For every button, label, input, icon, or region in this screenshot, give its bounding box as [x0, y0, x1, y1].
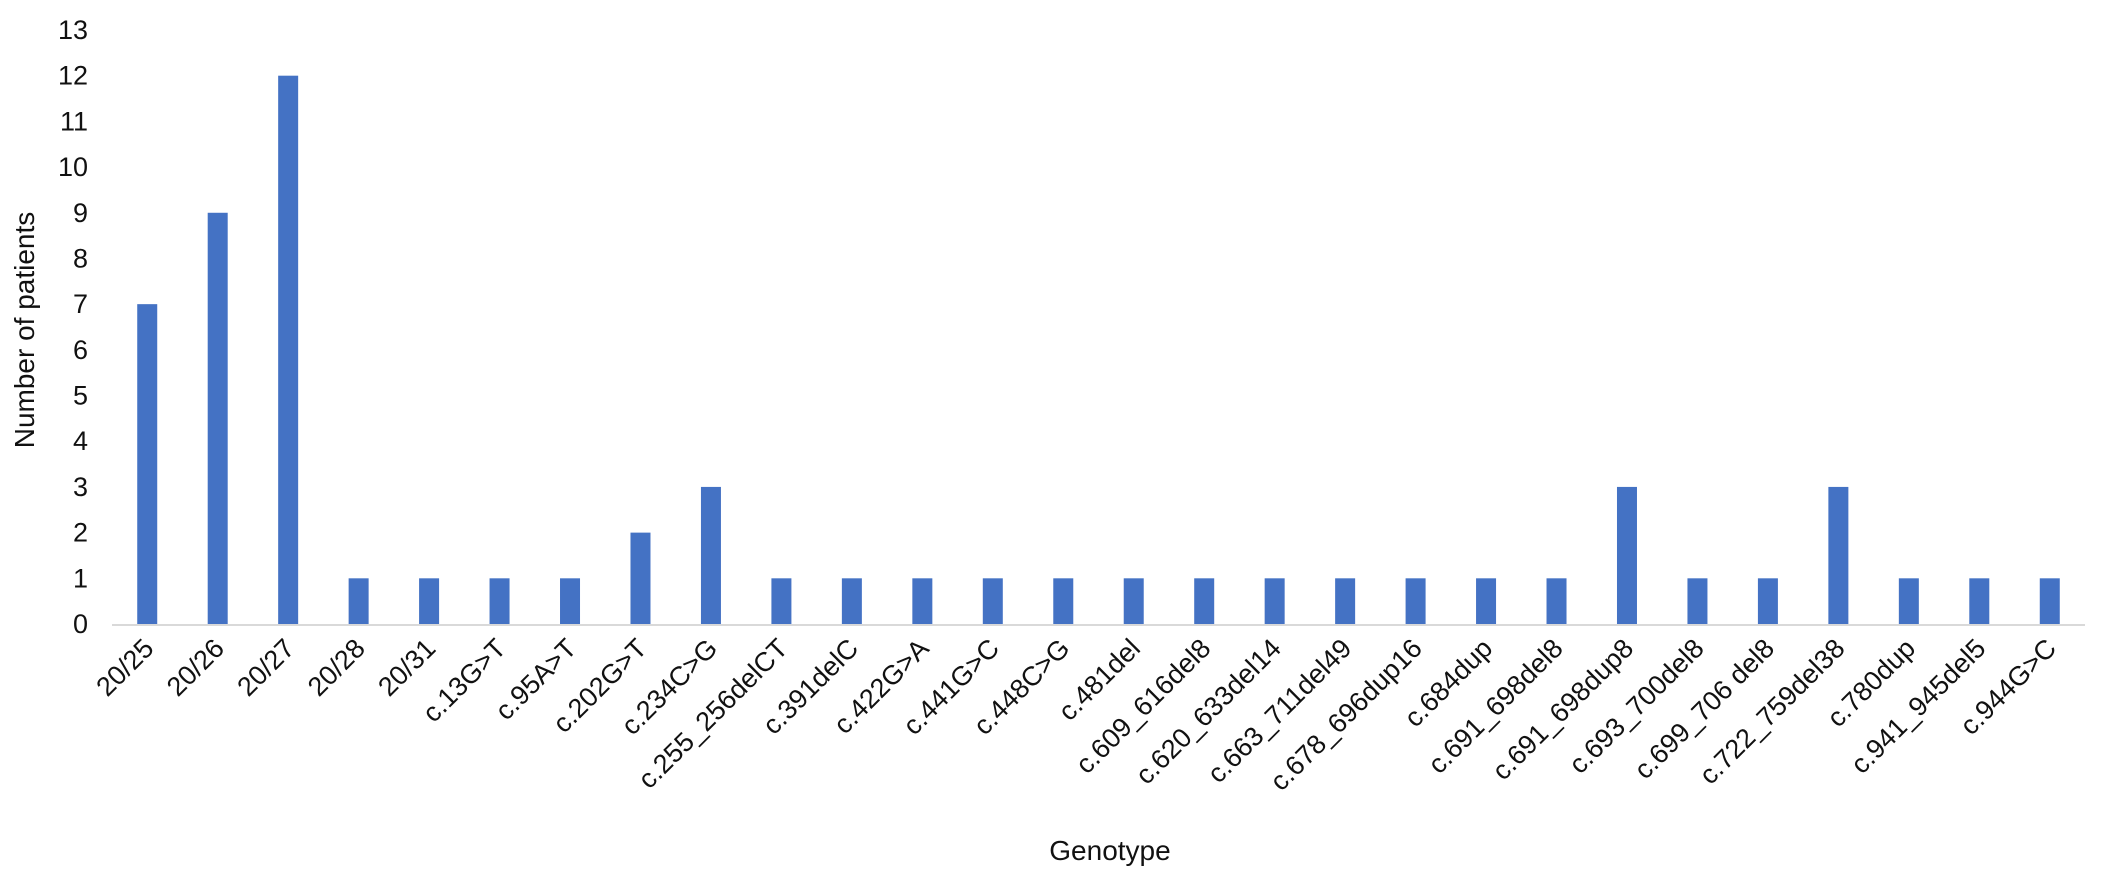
bar [1616, 486, 1637, 624]
y-tick-label: 9 [73, 198, 88, 228]
y-axis-title: Number of patients [9, 212, 40, 449]
bar [912, 578, 933, 624]
bar [278, 75, 299, 624]
y-tick-label: 6 [73, 335, 88, 365]
y-tick-label: 13 [58, 15, 88, 45]
bar [1969, 578, 1990, 624]
y-tick-label: 8 [73, 243, 88, 273]
x-tick-label: 20/28 [302, 633, 371, 702]
y-tick-label: 2 [73, 518, 88, 548]
y-tick-label: 11 [60, 106, 88, 136]
bar-series [137, 75, 2060, 624]
y-tick-label: 0 [73, 609, 88, 639]
bar [348, 578, 369, 624]
y-tick-label: 10 [58, 152, 88, 182]
bar [771, 578, 792, 624]
bar [630, 532, 651, 624]
bar [1405, 578, 1426, 624]
bar [841, 578, 862, 624]
bar [1828, 486, 1849, 624]
y-tick-label: 4 [73, 426, 88, 456]
y-tick-label: 1 [73, 563, 88, 593]
y-tick-label: 5 [73, 381, 88, 411]
bar [1194, 578, 1215, 624]
x-tick-label: 20/25 [90, 633, 159, 702]
x-tick-label: 20/27 [231, 633, 300, 702]
x-axis-ticks: 20/25 20/26 20/27 20/28 20/31c.13G>Tc.95A>Tc… [90, 633, 2062, 796]
bar [489, 578, 510, 624]
bar [1123, 578, 1144, 624]
bar [2039, 578, 2060, 624]
bar [1335, 578, 1356, 624]
bar [419, 578, 440, 624]
bar [1264, 578, 1285, 624]
bar [1546, 578, 1567, 624]
bar [700, 486, 721, 624]
bar [1476, 578, 1497, 624]
x-axis-title: Genotype [1049, 835, 1170, 866]
bar [1687, 578, 1708, 624]
bar [560, 578, 581, 624]
bar [1757, 578, 1778, 624]
bar [207, 212, 228, 624]
y-tick-label: 3 [73, 472, 88, 502]
y-tick-label: 12 [58, 61, 88, 91]
bar [1053, 578, 1074, 624]
y-tick-label: 7 [73, 289, 88, 319]
x-tick-label: 20/26 [161, 633, 230, 702]
bar [137, 304, 158, 624]
bar [982, 578, 1003, 624]
bar [1898, 578, 1919, 624]
